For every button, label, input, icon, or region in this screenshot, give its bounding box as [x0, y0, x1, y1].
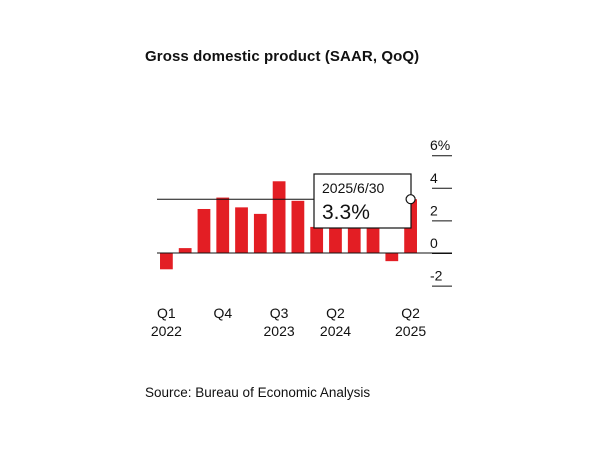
x-tick-label-quarter: Q2 [401, 305, 420, 321]
bar-2024Q1[interactable] [310, 226, 324, 253]
bar-2023Q1[interactable] [235, 207, 248, 253]
x-tick-label-quarter: Q2 [326, 305, 345, 321]
tooltip: 2025/6/30 3.3% [313, 173, 412, 229]
x-axis-labels: Q1 2022 Q4 Q3 2023 Q2 2024 Q2 2025 [151, 305, 427, 339]
x-tick-label-quarter: Q3 [270, 305, 289, 321]
y-tick-label: 0 [430, 235, 438, 251]
y-tick-label: -2 [430, 268, 443, 284]
y-axis-labels: 6% 4 2 0 -2 [430, 137, 450, 283]
x-tick-label-quarter: Q4 [213, 305, 232, 321]
chart-title: Gross domestic product (SAAR, QoQ) [145, 48, 420, 65]
bar-2022Q3[interactable] [197, 208, 211, 253]
tooltip-date: 2025/6/30 [322, 180, 384, 196]
y-tick-label: 4 [430, 170, 438, 186]
bar-2023Q2[interactable] [253, 213, 267, 253]
x-tick-label-year: 2024 [320, 323, 351, 339]
x-tick-label-year: 2022 [151, 323, 182, 339]
bar-2022Q1[interactable] [160, 253, 173, 270]
x-tick-label-quarter: Q1 [157, 305, 176, 321]
bar-2023Q4[interactable] [291, 200, 305, 253]
bar-2022Q2[interactable] [178, 248, 192, 253]
tooltip-value: 3.3% [322, 201, 370, 224]
bar-2023Q3[interactable] [272, 181, 286, 253]
x-tick-label-year: 2023 [264, 323, 295, 339]
source-note: Source: Bureau of Economic Analysis [145, 385, 371, 400]
bar-2022Q4[interactable] [216, 197, 230, 253]
y-tick-label: 2 [430, 202, 438, 218]
y-tick-label: 6% [430, 137, 450, 153]
bar-2025Q1[interactable] [385, 253, 399, 262]
x-tick-label-year: 2025 [395, 323, 426, 339]
hover-marker [405, 194, 416, 205]
tooltip-box [313, 173, 412, 229]
